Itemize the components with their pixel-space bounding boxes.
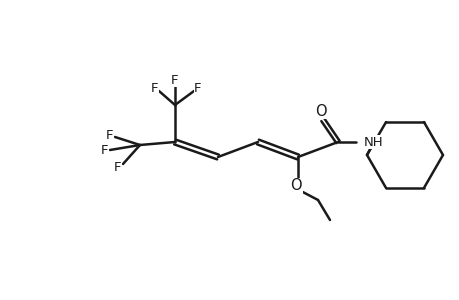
Text: NH: NH (363, 136, 383, 148)
Text: F: F (151, 82, 158, 94)
Text: F: F (106, 128, 113, 142)
Text: F: F (171, 74, 179, 86)
Text: F: F (114, 160, 122, 173)
Text: F: F (194, 82, 202, 94)
Text: F: F (101, 143, 108, 157)
Text: O: O (290, 178, 301, 194)
Text: O: O (314, 103, 326, 118)
